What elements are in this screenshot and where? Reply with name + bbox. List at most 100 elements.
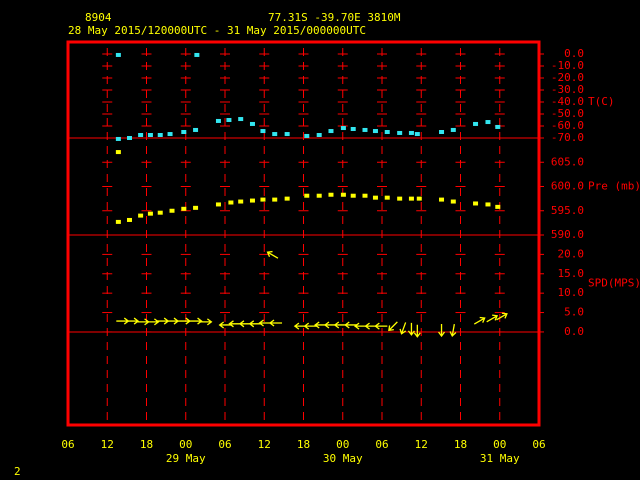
data-point bbox=[408, 130, 414, 135]
y-tick-label: 600.0 bbox=[551, 180, 584, 193]
data-point bbox=[181, 206, 187, 211]
y-tick-label: 0.0 bbox=[564, 47, 584, 60]
y-tick-label: 10.0 bbox=[558, 286, 585, 299]
y-tick-label: 20.0 bbox=[558, 247, 585, 260]
x-tick-label: 12 bbox=[415, 438, 428, 451]
wind-arrow bbox=[399, 322, 407, 335]
data-point bbox=[439, 197, 445, 202]
data-point bbox=[181, 130, 187, 134]
x-tick-label: 06 bbox=[218, 438, 231, 451]
y-tick-label: 15.0 bbox=[558, 267, 585, 280]
y-tick-label: 0.0 bbox=[564, 325, 584, 338]
data-point bbox=[316, 193, 322, 198]
y-tick-label: -70.0 bbox=[551, 131, 584, 144]
wind-arrow bbox=[388, 321, 398, 332]
data-point bbox=[193, 127, 199, 132]
data-point bbox=[495, 124, 501, 129]
wind-arrow bbox=[266, 250, 279, 259]
data-point bbox=[328, 129, 334, 134]
data-point bbox=[328, 192, 334, 197]
wind-arrow bbox=[496, 312, 508, 321]
data-point bbox=[284, 132, 290, 137]
data-point bbox=[272, 197, 278, 202]
data-point bbox=[115, 136, 121, 141]
data-point bbox=[249, 121, 255, 126]
data-point bbox=[439, 130, 445, 134]
data-point bbox=[372, 129, 378, 134]
wind-arrow bbox=[166, 317, 180, 325]
wind-arrow bbox=[189, 317, 203, 325]
data-point bbox=[362, 193, 368, 198]
wind-arrow bbox=[438, 324, 446, 338]
wind-arrow bbox=[268, 319, 283, 327]
data-point bbox=[473, 201, 479, 206]
data-point bbox=[126, 217, 132, 222]
wind-arrow bbox=[146, 318, 160, 326]
x-tick-label: 06 bbox=[375, 438, 388, 451]
plot-frame bbox=[66, 40, 541, 427]
data-point bbox=[215, 118, 221, 123]
x-tick-label: 12 bbox=[101, 438, 114, 451]
wind-arrow bbox=[177, 317, 191, 325]
data-point bbox=[249, 198, 255, 203]
data-point bbox=[304, 193, 310, 198]
wind-arrow bbox=[344, 321, 358, 329]
x-tick-label: 06 bbox=[532, 438, 545, 451]
data-point bbox=[138, 213, 144, 218]
y-tick-label: -20.0 bbox=[551, 71, 584, 84]
y-tick-label: 5.0 bbox=[564, 306, 584, 319]
y-tick-label: -50.0 bbox=[551, 107, 584, 120]
data-point bbox=[215, 202, 221, 207]
y-tick-label: 590.0 bbox=[551, 228, 584, 241]
data-point bbox=[238, 199, 244, 204]
wind-arrow bbox=[218, 321, 232, 329]
data-point bbox=[169, 208, 175, 213]
data-point bbox=[260, 197, 266, 202]
axis-label: Pre (mb) bbox=[588, 180, 640, 193]
data-point bbox=[450, 199, 456, 204]
data-point bbox=[115, 52, 121, 57]
data-point bbox=[384, 195, 390, 200]
x-tick-label: 00 bbox=[493, 438, 506, 451]
x-tick-label: 00 bbox=[336, 438, 349, 451]
data-point bbox=[362, 127, 368, 132]
x-tick-label: 12 bbox=[258, 438, 271, 451]
data-point bbox=[340, 126, 346, 131]
wind-arrow bbox=[413, 324, 421, 338]
data-point bbox=[350, 193, 356, 198]
data-point bbox=[226, 118, 232, 122]
data-point bbox=[416, 196, 422, 201]
station-location: 77.31S -39.70E 3810M bbox=[268, 11, 401, 24]
y-tick-label: -60.0 bbox=[551, 119, 584, 132]
data-point bbox=[157, 210, 163, 215]
data-point bbox=[272, 132, 278, 137]
time-range: 28 May 2015/120000UTC - 31 May 2015/0000… bbox=[68, 24, 366, 37]
wind-arrow bbox=[126, 317, 140, 325]
data-point bbox=[304, 133, 310, 138]
y-tick-label: 605.0 bbox=[551, 155, 584, 168]
data-point bbox=[495, 204, 501, 209]
data-point bbox=[316, 133, 322, 137]
data-point bbox=[115, 219, 121, 224]
data-point bbox=[450, 127, 456, 132]
x-tick-label: 18 bbox=[454, 438, 467, 451]
day-label: 30 May bbox=[323, 452, 363, 465]
y-tick-label: -30.0 bbox=[551, 83, 584, 96]
station-id: 8904 bbox=[85, 11, 112, 24]
wind-arrow bbox=[449, 323, 457, 337]
wind-arrow bbox=[407, 322, 415, 336]
data-point bbox=[397, 130, 403, 135]
data-point bbox=[372, 195, 378, 200]
day-label: 31 May bbox=[480, 452, 520, 465]
data-point bbox=[147, 133, 153, 137]
wind-arrow bbox=[473, 316, 486, 325]
data-point bbox=[284, 196, 290, 201]
data-point bbox=[238, 117, 244, 122]
y-tick-label: -40.0 bbox=[551, 95, 584, 108]
data-point bbox=[397, 196, 403, 201]
y-tick-label: 595.0 bbox=[551, 204, 584, 217]
data-point bbox=[228, 200, 234, 205]
data-point bbox=[194, 52, 200, 57]
